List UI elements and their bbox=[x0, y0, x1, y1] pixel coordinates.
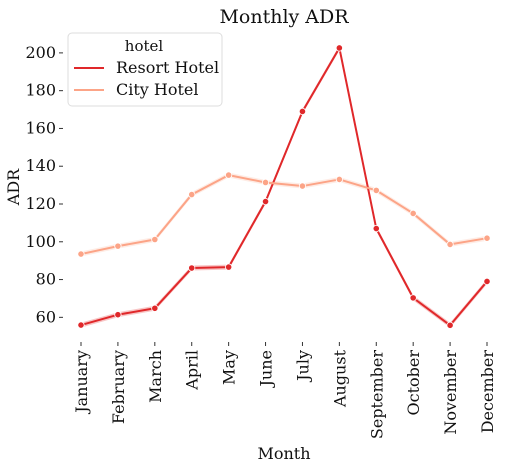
data-point bbox=[483, 277, 491, 286]
data-point bbox=[114, 311, 122, 319]
y-tick-label: 160 bbox=[25, 118, 56, 137]
legend: hotel Resort Hotel City Hotel bbox=[67, 32, 223, 107]
data-point bbox=[77, 250, 85, 258]
x-tick-label: October bbox=[404, 350, 423, 416]
series-line bbox=[80, 46, 488, 327]
series-markers bbox=[77, 44, 491, 329]
series-line bbox=[80, 174, 488, 256]
x-axis-label: Month bbox=[257, 444, 310, 463]
data-point bbox=[483, 234, 491, 242]
x-tick-label: May bbox=[220, 350, 239, 385]
data-point bbox=[77, 321, 85, 329]
data-point bbox=[335, 44, 343, 52]
legend-label: City Hotel bbox=[116, 80, 199, 99]
data-point bbox=[225, 263, 233, 271]
y-tick-label: 60 bbox=[36, 307, 56, 326]
x-tick-label: November bbox=[441, 350, 460, 435]
data-point bbox=[298, 107, 307, 116]
x-tick-label: March bbox=[146, 350, 165, 403]
y-tick-label: 180 bbox=[25, 81, 56, 100]
legend-title: hotel bbox=[125, 37, 164, 55]
y-tick-label: 80 bbox=[36, 270, 56, 289]
data-point bbox=[446, 321, 454, 329]
y-axis-label: ADR bbox=[4, 168, 23, 206]
data-point bbox=[188, 190, 196, 199]
x-tick-label: August bbox=[330, 349, 349, 408]
data-point bbox=[225, 171, 233, 179]
x-tick-label: June bbox=[257, 350, 276, 389]
x-tick-label: September bbox=[367, 350, 386, 439]
data-point bbox=[151, 235, 159, 244]
data-point bbox=[298, 182, 307, 190]
data-point bbox=[372, 186, 380, 194]
legend-label: Resort Hotel bbox=[116, 58, 219, 77]
data-point bbox=[188, 264, 196, 272]
y-axis: 60 80 100 120 140 160 180 200 bbox=[25, 43, 63, 326]
data-point bbox=[335, 175, 343, 184]
x-tick-label: February bbox=[109, 350, 128, 424]
data-point bbox=[409, 294, 417, 302]
legend-box bbox=[67, 32, 223, 107]
data-point bbox=[446, 240, 454, 249]
data-point bbox=[261, 178, 270, 187]
x-tick-label: January bbox=[72, 350, 91, 415]
data-point bbox=[409, 209, 417, 218]
x-tick-label: July bbox=[293, 350, 312, 383]
chart-title: Monthly ADR bbox=[219, 6, 349, 28]
x-axis: January February March April May June July Augu… bbox=[72, 342, 497, 439]
data-point bbox=[114, 242, 122, 250]
data-point bbox=[261, 197, 270, 206]
y-tick-label: 140 bbox=[25, 156, 56, 175]
x-tick-label: April bbox=[183, 350, 202, 391]
y-tick-label: 120 bbox=[25, 194, 56, 213]
data-point bbox=[372, 224, 380, 233]
y-tick-label: 100 bbox=[25, 232, 56, 251]
x-tick-label: December bbox=[478, 350, 497, 434]
series-lines bbox=[80, 46, 488, 327]
y-tick-label: 200 bbox=[25, 43, 56, 62]
data-point bbox=[151, 304, 159, 312]
